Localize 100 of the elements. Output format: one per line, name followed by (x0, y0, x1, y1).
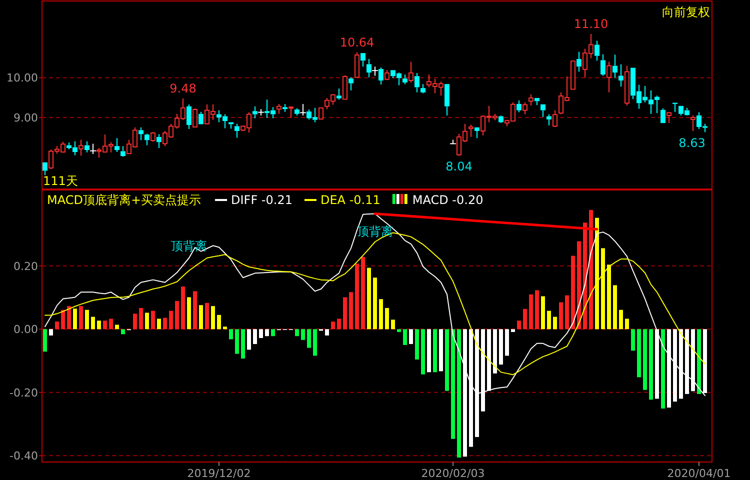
bar (607, 264, 611, 330)
bar (637, 329, 641, 378)
bar (271, 329, 275, 336)
candlestick (498, 114, 504, 124)
bar (169, 310, 173, 330)
bar (163, 318, 167, 330)
candlestick (282, 103, 288, 112)
candlestick (546, 114, 552, 126)
y-tick-label: -0.20 (10, 386, 38, 400)
candlestick (84, 140, 90, 153)
candlestick (120, 146, 126, 158)
bar (115, 324, 119, 330)
candlestick (114, 138, 120, 153)
bar (361, 257, 365, 330)
annotation: 10.64 (340, 35, 374, 50)
bar (265, 329, 269, 336)
candlestick (366, 58, 372, 78)
bar (499, 329, 503, 365)
annotation: 111天 (43, 174, 78, 188)
candlestick (186, 104, 192, 130)
bar (67, 306, 71, 330)
bar (631, 329, 635, 351)
bar (355, 264, 359, 330)
bar (61, 310, 65, 330)
bar (409, 329, 413, 344)
bar (349, 292, 353, 330)
candlestick (414, 72, 420, 93)
candlestick (612, 54, 618, 79)
bar (433, 329, 437, 372)
bar (235, 329, 239, 354)
chart-title: MACD顶底背离+买卖点提示 (47, 193, 202, 207)
bar (415, 329, 419, 360)
bar (421, 329, 425, 374)
bar (619, 310, 623, 330)
bar (553, 316, 557, 330)
bar (685, 329, 689, 394)
bar (643, 329, 647, 390)
y-tick-label: -0.40 (10, 450, 38, 463)
bar (511, 329, 515, 332)
bar (451, 329, 455, 439)
bar (295, 329, 299, 336)
bar (493, 329, 497, 374)
y-tick-label: 10.00 (6, 72, 38, 85)
bar (577, 241, 581, 330)
bar (661, 329, 665, 409)
bar (97, 320, 101, 330)
bar (541, 296, 545, 330)
candlestick (156, 134, 162, 149)
bar (559, 302, 563, 330)
bar (445, 329, 449, 391)
bar (217, 314, 221, 330)
bar (343, 297, 347, 330)
bar (427, 329, 431, 372)
bar (109, 318, 113, 330)
bar (121, 329, 125, 334)
legend-label: DIFF -0.21 (231, 193, 292, 207)
bar (145, 312, 149, 330)
candlestick (138, 126, 144, 141)
annotation: 9.48 (170, 81, 196, 96)
bar (211, 306, 215, 330)
bar (259, 329, 263, 338)
candlestick (402, 74, 408, 85)
bar (55, 322, 59, 330)
x-tick-label: 2020/02/03 (421, 467, 485, 480)
bar (517, 320, 521, 330)
bar (487, 329, 491, 391)
bar (253, 329, 257, 344)
annotation: 8.63 (678, 136, 706, 150)
bar (193, 291, 197, 330)
bar (43, 329, 47, 352)
bar (535, 290, 539, 330)
bar (325, 329, 329, 336)
bar (337, 318, 341, 330)
bar (589, 210, 593, 330)
bar (457, 329, 461, 458)
bar (571, 256, 575, 330)
bar (313, 329, 317, 356)
bar (547, 310, 551, 330)
annotation: 向前复权 (662, 5, 710, 19)
annotation: 11.10 (574, 16, 608, 31)
candlestick (378, 66, 384, 85)
bar (199, 305, 203, 330)
annotation: 顶背离 (357, 224, 393, 239)
bar (625, 318, 629, 330)
bar (697, 329, 701, 394)
bar (691, 329, 695, 392)
bar (397, 329, 401, 332)
bar (151, 310, 155, 330)
candlestick (594, 40, 600, 62)
bar (247, 329, 251, 350)
bar (301, 329, 305, 340)
bar (529, 294, 533, 330)
bar (229, 329, 233, 340)
candlestick (618, 64, 624, 87)
bar (583, 222, 587, 330)
bar (181, 286, 185, 330)
y-tick-label: 0.00 (14, 323, 38, 336)
bar (331, 322, 335, 330)
bar (157, 318, 161, 330)
annotation: 顶背离 (171, 239, 207, 253)
